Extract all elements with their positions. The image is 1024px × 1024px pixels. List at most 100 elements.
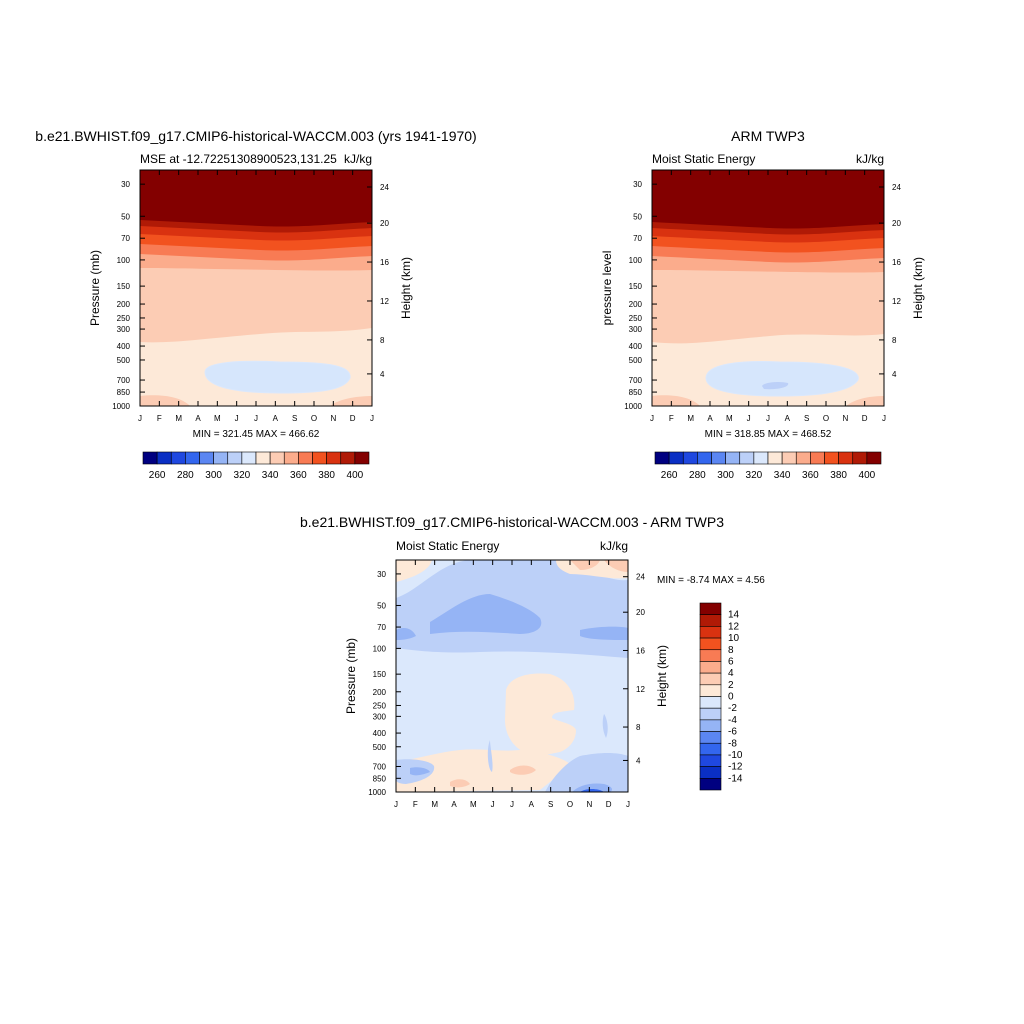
contour-fill [652, 170, 884, 229]
contour-fill [505, 673, 576, 756]
y-right-tick-label: 8 [380, 336, 385, 345]
colorbar-swatch [668, 451, 684, 465]
x-tick-label: J [138, 414, 142, 423]
colorbar-label: -14 [728, 773, 743, 784]
y-tick-label: 30 [121, 180, 130, 189]
y-tick-label: 30 [377, 570, 386, 579]
y-axis-label: Pressure (mb) [88, 250, 102, 326]
x-tick-label: F [157, 414, 162, 423]
y-right-tick-label: 20 [636, 608, 645, 617]
y-tick-label: 850 [373, 774, 387, 783]
colorbar-swatch [699, 731, 722, 744]
y-right-tick-label: 24 [380, 183, 389, 192]
y-right-tick-label: 12 [636, 685, 645, 694]
colorbar-swatch [711, 451, 726, 465]
colorbar-swatch [795, 451, 811, 465]
colorbar-swatch [654, 451, 670, 465]
colorbar-swatch [354, 451, 370, 465]
colorbar-label: 380 [830, 470, 847, 481]
contour-fill [652, 395, 700, 406]
colorbar-swatch [227, 451, 243, 465]
contour-field [140, 170, 372, 406]
panel-subtitle-left: MSE at -12.72251308900523,131.25 [140, 152, 337, 166]
x-tick-label: M [214, 414, 221, 423]
y-tick-label: 50 [121, 212, 130, 221]
x-tick-label: J [510, 800, 514, 809]
colorbar-label: -10 [728, 750, 743, 761]
contour-fill [140, 170, 372, 227]
x-tick-label: S [548, 800, 553, 809]
colorbar-swatch [699, 766, 722, 779]
colorbar-label: 400 [859, 470, 876, 481]
contour-fill [330, 396, 372, 406]
contour-fill [410, 767, 430, 776]
y-tick-label: 850 [117, 388, 131, 397]
x-tick-label: J [370, 414, 374, 423]
y-tick-label: 400 [117, 342, 131, 351]
colorbar-swatch [699, 707, 722, 721]
y-right-tick-label: 8 [892, 336, 897, 345]
colorbar-swatch [312, 451, 327, 465]
colorbar-swatch [213, 451, 229, 465]
x-tick-label: M [687, 414, 694, 423]
colorbar-label: 0 [728, 692, 734, 703]
panel-model: b.e21.BWHIST.f09_g17.CMIP6-historical-WA… [35, 128, 476, 440]
colorbar-label: 14 [728, 610, 740, 621]
y-right-tick-label: 4 [892, 370, 897, 379]
colorbar-label: 360 [290, 470, 307, 481]
y-right-axis-label: Height (km) [911, 257, 925, 319]
colorbar-swatch [699, 602, 722, 615]
panel-title: b.e21.BWHIST.f09_g17.CMIP6-historical-WA… [300, 514, 724, 530]
colorbar-label: 320 [234, 470, 251, 481]
colorbar-swatch [699, 614, 722, 627]
y-tick-label: 1000 [624, 402, 642, 411]
colorbar-swatch [810, 451, 825, 465]
colorbar-swatch [185, 451, 200, 465]
contour-fill [487, 740, 493, 772]
x-tick-label: F [669, 414, 674, 423]
x-tick-label: A [707, 414, 713, 423]
y-tick-label: 30 [633, 180, 642, 189]
x-tick-label: N [586, 800, 592, 809]
y-right-tick-label: 16 [636, 646, 645, 655]
contour-field [396, 560, 628, 792]
colorbar-label: 6 [728, 656, 734, 667]
x-tick-label: A [529, 800, 535, 809]
colorbar-label: 340 [262, 470, 279, 481]
y-tick-label: 200 [117, 300, 131, 309]
x-tick-label: O [823, 414, 829, 423]
x-tick-label: M [175, 414, 182, 423]
x-tick-label: D [606, 800, 612, 809]
x-tick-label: A [273, 414, 279, 423]
y-tick-label: 200 [629, 300, 643, 309]
colorbar-swatch [283, 451, 299, 465]
colorbar-label: 340 [774, 470, 791, 481]
colorbar-swatch [699, 649, 722, 662]
panel-subtitle-left: Moist Static Energy [396, 539, 499, 553]
x-tick-label: M [726, 414, 733, 423]
y-tick-label: 700 [373, 762, 387, 771]
colorbar-swatch [753, 451, 769, 465]
colorbar-swatch [852, 451, 868, 465]
min-max-label: MIN = 318.85 MAX = 468.52 [705, 429, 832, 440]
colorbar-swatch [298, 451, 313, 465]
x-tick-label: A [195, 414, 201, 423]
y-tick-label: 500 [629, 356, 643, 365]
contour-fill [705, 361, 859, 397]
y-right-tick-label: 12 [380, 297, 389, 306]
contour-fill [450, 779, 470, 788]
colorbar-label: 280 [177, 470, 194, 481]
panel-title: ARM TWP3 [731, 128, 805, 144]
colorbar-swatch [725, 451, 741, 465]
y-right-axis-label: Height (km) [655, 645, 669, 707]
colorbar-swatch [838, 451, 854, 465]
y-right-tick-label: 12 [892, 297, 901, 306]
colorbar-label: 360 [802, 470, 819, 481]
colorbar-swatch [340, 451, 356, 465]
y-tick-label: 100 [629, 256, 643, 265]
colorbar-label: -4 [728, 715, 737, 726]
y-tick-label: 700 [117, 376, 131, 385]
colorbar-swatch [699, 661, 722, 674]
colorbar-label: 280 [689, 470, 706, 481]
